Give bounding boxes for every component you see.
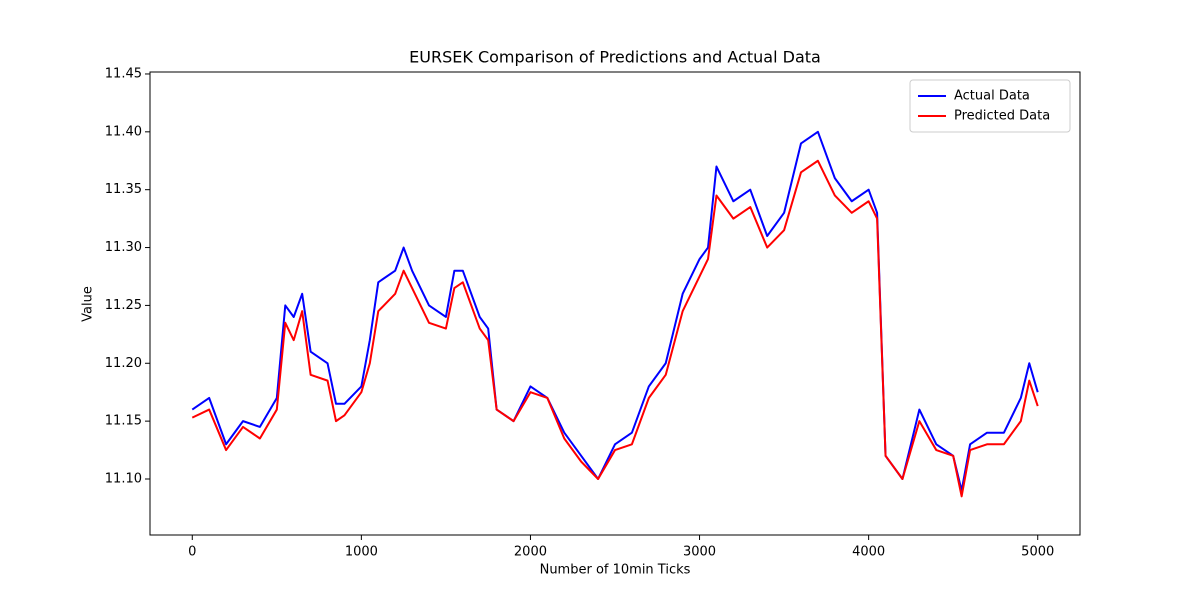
x-tick-label: 1000 (345, 545, 378, 560)
y-tick-label: 11.15 (105, 414, 142, 429)
legend-box (909, 79, 1071, 133)
x-tick-label: 0 (188, 545, 196, 560)
chart-title: EURSEK Comparison of Predictions and Act… (409, 48, 821, 67)
y-tick-label: 11.40 (105, 124, 142, 139)
x-tick-label: 5000 (1021, 545, 1054, 560)
y-axis-label: Value (81, 286, 96, 322)
y-tick-label: 11.35 (105, 182, 142, 197)
plot-frame (149, 71, 1081, 536)
x-axis-label: Number of 10min Ticks (540, 563, 691, 578)
x-tick-label: 2000 (514, 545, 547, 560)
x-tick-label: 4000 (852, 545, 885, 560)
y-tick-label: 11.45 (105, 66, 142, 81)
legend-label: Actual Data (954, 89, 1030, 104)
y-tick-label: 11.20 (105, 356, 142, 371)
y-tick-label: 11.25 (105, 298, 142, 313)
data-line (191, 159, 1039, 498)
legend-label: Predicted Data (954, 109, 1050, 124)
y-tick-label: 11.10 (105, 471, 142, 486)
x-tick-label: 3000 (683, 545, 716, 560)
y-tick-label: 11.30 (105, 240, 142, 255)
